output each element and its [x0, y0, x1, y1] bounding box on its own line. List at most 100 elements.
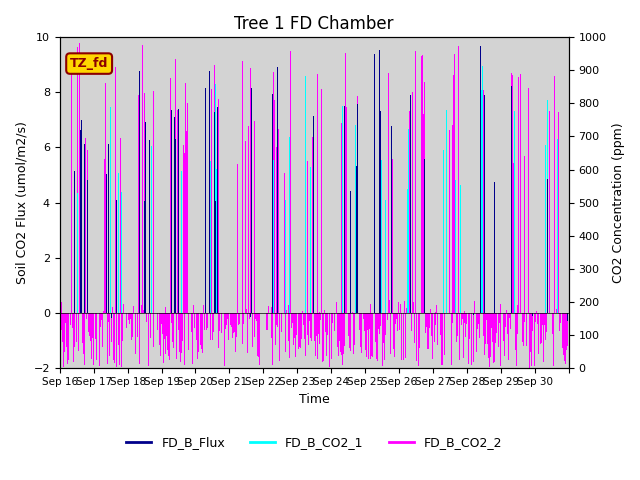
Bar — [431, 312, 432, 336]
Bar — [384, 312, 385, 360]
Bar — [456, 312, 457, 342]
Bar — [207, 312, 208, 328]
Bar — [346, 107, 347, 312]
Bar — [253, 121, 255, 312]
Bar — [218, 99, 220, 312]
Bar — [65, 312, 66, 323]
Bar — [412, 92, 413, 312]
Bar — [428, 312, 429, 349]
Bar — [405, 312, 406, 358]
Bar — [145, 304, 147, 312]
Bar — [353, 312, 355, 334]
Bar — [515, 312, 516, 350]
Bar — [88, 312, 89, 332]
Bar — [387, 312, 388, 320]
Bar — [310, 312, 311, 338]
Bar — [372, 312, 373, 335]
Bar — [364, 312, 365, 331]
Bar — [395, 312, 396, 324]
Bar — [286, 310, 287, 312]
Bar — [526, 312, 527, 346]
Bar — [488, 312, 489, 358]
Bar — [566, 312, 567, 349]
Bar — [308, 312, 309, 346]
Bar — [70, 312, 71, 324]
Bar — [437, 312, 438, 345]
Bar — [340, 122, 342, 312]
Bar — [148, 312, 149, 327]
Bar — [357, 96, 358, 312]
Bar — [67, 312, 68, 364]
Bar — [546, 312, 547, 332]
Bar — [553, 312, 554, 339]
Bar — [458, 47, 459, 312]
Bar — [300, 312, 301, 346]
Bar — [399, 312, 400, 330]
Bar — [483, 90, 484, 312]
Bar — [64, 312, 65, 352]
Bar — [232, 312, 234, 362]
Bar — [449, 131, 450, 312]
Bar — [388, 300, 390, 312]
Bar — [205, 148, 206, 312]
Bar — [237, 164, 238, 312]
Bar — [273, 111, 275, 312]
Bar — [456, 312, 458, 328]
Bar — [131, 312, 132, 340]
Bar — [496, 312, 497, 333]
Bar — [415, 51, 416, 312]
Bar — [275, 312, 276, 345]
Bar — [460, 302, 461, 312]
Bar — [349, 312, 350, 348]
Bar — [273, 72, 274, 312]
Bar — [235, 312, 236, 352]
Bar — [503, 312, 504, 341]
Bar — [176, 312, 177, 360]
Bar — [164, 307, 166, 312]
Bar — [231, 312, 232, 327]
Bar — [556, 310, 557, 312]
Bar — [166, 312, 167, 336]
Bar — [61, 312, 62, 330]
Bar — [102, 312, 103, 348]
Bar — [378, 312, 379, 329]
Bar — [314, 312, 316, 319]
Bar — [396, 312, 397, 319]
Bar — [490, 312, 492, 362]
Bar — [90, 312, 91, 341]
Bar — [249, 312, 250, 319]
Bar — [276, 312, 277, 325]
Bar — [128, 312, 129, 320]
Bar — [477, 312, 478, 329]
Bar — [407, 301, 408, 312]
Bar — [486, 312, 487, 320]
Bar — [336, 301, 337, 312]
Bar — [454, 54, 455, 312]
Bar — [82, 312, 83, 343]
Bar — [267, 312, 268, 330]
Bar — [323, 312, 324, 360]
Bar — [279, 312, 280, 361]
Bar — [307, 161, 308, 312]
Bar — [382, 312, 383, 355]
Bar — [192, 312, 193, 364]
Bar — [380, 312, 381, 326]
Bar — [481, 90, 482, 312]
Bar — [95, 312, 96, 335]
Bar — [350, 312, 351, 351]
Bar — [427, 312, 428, 349]
Bar — [137, 312, 138, 337]
Bar — [355, 134, 356, 312]
Bar — [60, 312, 61, 362]
Bar — [377, 312, 378, 320]
Bar — [162, 312, 163, 334]
Bar — [465, 312, 466, 337]
Bar — [401, 312, 402, 360]
Bar — [161, 312, 162, 324]
Y-axis label: CO2 Concentration (ppm): CO2 Concentration (ppm) — [612, 122, 625, 283]
Bar — [90, 312, 92, 326]
Bar — [305, 312, 306, 356]
Bar — [348, 312, 349, 336]
Bar — [508, 312, 509, 360]
Bar — [245, 141, 246, 312]
